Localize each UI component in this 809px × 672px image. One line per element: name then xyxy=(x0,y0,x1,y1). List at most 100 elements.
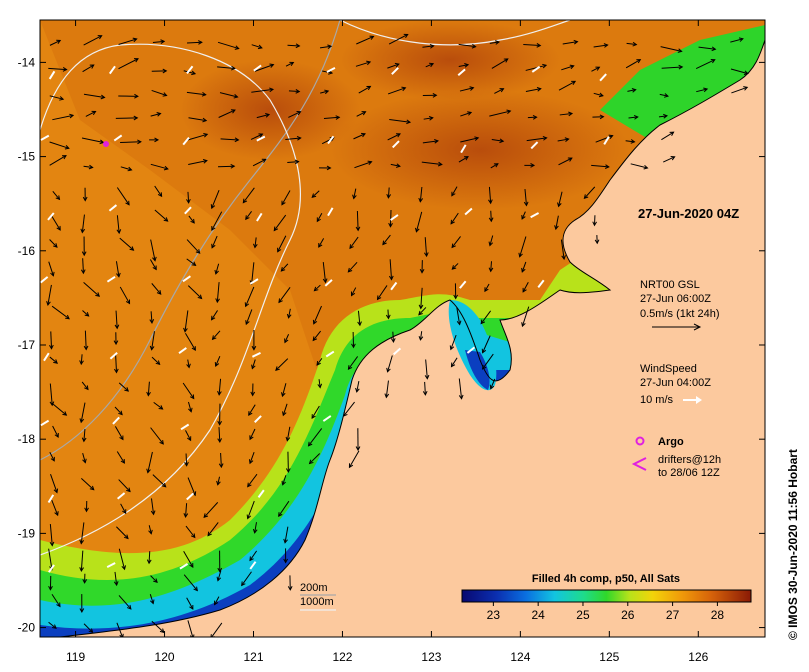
lon-tick-label: 120 xyxy=(155,650,175,664)
current-arrow xyxy=(114,426,124,441)
current-arrow xyxy=(357,310,362,327)
current-arrow xyxy=(521,306,530,328)
current-arrow xyxy=(583,186,596,200)
current-arrow xyxy=(252,522,258,534)
current-arrow xyxy=(277,235,287,253)
colorbar-tick-label: 24 xyxy=(531,608,545,622)
wind-arrow xyxy=(249,278,259,285)
current-arrow xyxy=(48,261,55,277)
current-arrow xyxy=(423,237,429,258)
current-arrow xyxy=(422,138,439,144)
wind-arrow xyxy=(179,563,189,570)
current-arrow xyxy=(323,115,341,120)
current-arrow xyxy=(186,597,194,610)
current-arrow xyxy=(525,86,542,92)
current-arrow xyxy=(456,307,462,326)
current-arrow xyxy=(52,113,75,121)
current-arrow xyxy=(285,426,291,442)
wind-arrow xyxy=(253,64,262,72)
current-arrow xyxy=(280,263,289,272)
current-arrow xyxy=(241,571,252,587)
current-arrow xyxy=(273,214,287,232)
lon-tick-label: 126 xyxy=(688,650,708,664)
current-arrow xyxy=(183,551,194,568)
wind-arrow xyxy=(257,489,265,498)
plot-frame xyxy=(39,19,766,638)
current-arrow xyxy=(152,474,167,488)
current-arrow xyxy=(80,258,86,275)
current-arrow xyxy=(186,258,197,266)
current-arrow xyxy=(203,502,219,519)
current-arrow xyxy=(522,282,529,293)
current-arrow xyxy=(558,157,573,166)
current-arrow xyxy=(50,474,59,494)
current-arrow xyxy=(82,453,87,464)
current-arrow xyxy=(49,451,55,462)
colorbar xyxy=(461,589,752,603)
current-arrow xyxy=(283,526,289,544)
current-arrow xyxy=(116,215,122,235)
argo-legend-label: Argo xyxy=(658,436,684,448)
current-arrow xyxy=(49,524,55,547)
current-arrow xyxy=(281,190,291,206)
wind-arrow xyxy=(48,564,55,573)
current-arrow xyxy=(352,188,357,200)
current-legend-source: NRT00 GSL xyxy=(640,279,700,291)
current-arrow xyxy=(354,160,373,169)
current-arrow xyxy=(83,623,94,634)
current-arrow xyxy=(351,332,356,349)
current-arrow xyxy=(491,138,505,144)
current-arrow xyxy=(414,211,423,233)
current-arrow xyxy=(521,261,527,273)
current-arrow xyxy=(188,215,195,224)
current-arrow xyxy=(311,405,320,419)
current-arrow xyxy=(210,622,223,637)
current-arrow xyxy=(120,166,133,172)
current-arrow xyxy=(248,404,256,416)
current-arrow xyxy=(355,381,360,393)
isobath-200m xyxy=(40,20,341,461)
current-arrow xyxy=(418,186,424,203)
current-arrow xyxy=(453,283,458,300)
wind-arrow xyxy=(184,206,192,215)
land-mass xyxy=(60,20,765,637)
current-arrow xyxy=(217,550,223,573)
lon-tick-label: 124 xyxy=(510,650,530,664)
current-arrow xyxy=(460,111,473,117)
current-arrow xyxy=(630,163,649,170)
wind-arrow xyxy=(391,140,400,149)
current-vectors xyxy=(46,33,749,637)
current-arrow xyxy=(316,212,323,223)
current-arrow xyxy=(278,287,291,304)
current-arrow xyxy=(491,58,509,69)
wind-arrow xyxy=(459,280,467,289)
current-arrow xyxy=(523,189,529,207)
current-arrow xyxy=(51,499,59,517)
current-arrow xyxy=(186,132,209,141)
current-arrow xyxy=(418,331,424,341)
current-arrow xyxy=(459,86,475,92)
current-arrow xyxy=(343,401,355,417)
current-arrow xyxy=(210,310,218,321)
current-arrow xyxy=(207,522,219,537)
current-arrow xyxy=(521,211,526,220)
current-arrow xyxy=(285,61,295,67)
current-arrow xyxy=(628,114,639,120)
current-arrow xyxy=(242,187,255,204)
current-arrow xyxy=(85,110,97,117)
credit-text: © IMOS 30-Jun-2020 11:56 Hobart xyxy=(786,449,800,640)
current-arrow xyxy=(731,86,749,94)
lat-tick-label: -19 xyxy=(18,526,36,540)
current-arrow xyxy=(660,46,683,53)
current-arrow xyxy=(248,452,255,465)
current-arrow xyxy=(185,525,196,539)
current-arrow xyxy=(186,191,191,204)
warm-patch-top xyxy=(340,20,560,100)
current-arrow xyxy=(184,453,189,467)
current-arrow xyxy=(146,451,153,474)
current-arrow xyxy=(347,261,358,273)
current-arrow xyxy=(591,66,601,72)
wind-arrow xyxy=(256,135,266,142)
current-arrow xyxy=(118,58,139,70)
